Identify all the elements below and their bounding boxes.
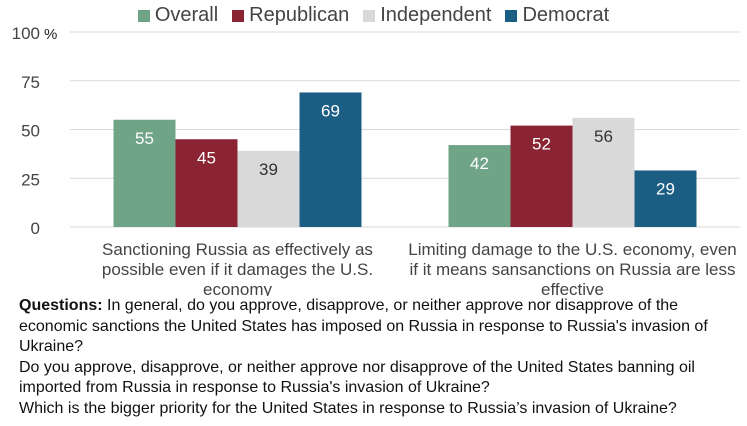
legend-label-overall: Overall (154, 4, 219, 26)
bar-overall-0 (113, 119, 176, 227)
bar-overall-1 (448, 145, 511, 227)
y-tick-label-25: 25 (21, 170, 40, 189)
bar-chart: 0 25 50 75 100 % 55 45 39 69 Sanctioning Russia as… (12, 24, 740, 296)
category-label-1-line-1: if it means sansanctions on Russia are l… (410, 260, 736, 279)
data-label-republican-1: 52 (532, 135, 551, 154)
legend-item-democrat: Democrat (505, 4, 609, 27)
category-label-1-line-2: effective (541, 280, 604, 296)
y-tick-label-0: 0 (31, 219, 40, 238)
question-notes: Questions: In general, do you approve, d… (19, 296, 739, 419)
data-label-democrat-1: 29 (656, 179, 675, 198)
bar-republican-1 (510, 125, 573, 227)
legend-label-republican: Republican (249, 4, 350, 26)
legend-item-overall: Overall (137, 4, 219, 27)
data-label-republican-0: 45 (197, 148, 216, 167)
data-label-overall-0: 55 (135, 129, 154, 148)
y-tick-label-50: 50 (21, 122, 40, 141)
question-3: Which is the bigger priority for the Uni… (19, 399, 677, 417)
legend-swatch-overall (137, 9, 150, 22)
legend-label-democrat: Democrat (522, 4, 610, 26)
y-tick-label-100: 100 (12, 24, 40, 43)
bar-independent-0 (237, 150, 300, 227)
question-1-text: In general, do you approve, disapprove, … (19, 297, 708, 355)
question-2: Do you approve, disapprove, or neither a… (19, 358, 695, 397)
bar-independent-1 (572, 117, 635, 227)
category-label-1-line-0: Limiting damage to the U.S. economy, eve… (408, 240, 737, 259)
legend-item-republican: Republican (232, 4, 349, 27)
chart-legend: Overall Republican Independent Democrat (0, 4, 747, 27)
legend-item-independent: Independent (363, 4, 491, 27)
legend-swatch-independent (363, 9, 376, 22)
questions-label: Questions: (19, 297, 103, 314)
y-tick-label-75: 75 (21, 73, 40, 92)
bar-democrat-1 (634, 170, 697, 227)
category-label-0-line-1: possible even if it damages the U.S. (102, 260, 373, 279)
data-label-democrat-0: 69 (321, 101, 340, 120)
y-axis-unit: % (44, 26, 57, 43)
data-label-independent-0: 39 (259, 160, 278, 179)
legend-swatch-republican (232, 9, 245, 22)
data-label-overall-1: 42 (470, 154, 489, 173)
question-1: Questions: In general, do you approve, d… (19, 296, 739, 358)
legend-swatch-democrat (505, 9, 518, 22)
bar-republican-0 (175, 139, 238, 227)
bar-democrat-0 (299, 92, 362, 227)
category-label-0-line-0: Sanctioning Russia as effectively as (102, 240, 373, 259)
category-label-0-line-2: economy (203, 280, 272, 296)
data-label-independent-1: 56 (594, 127, 613, 146)
legend-label-independent: Independent (380, 4, 492, 26)
